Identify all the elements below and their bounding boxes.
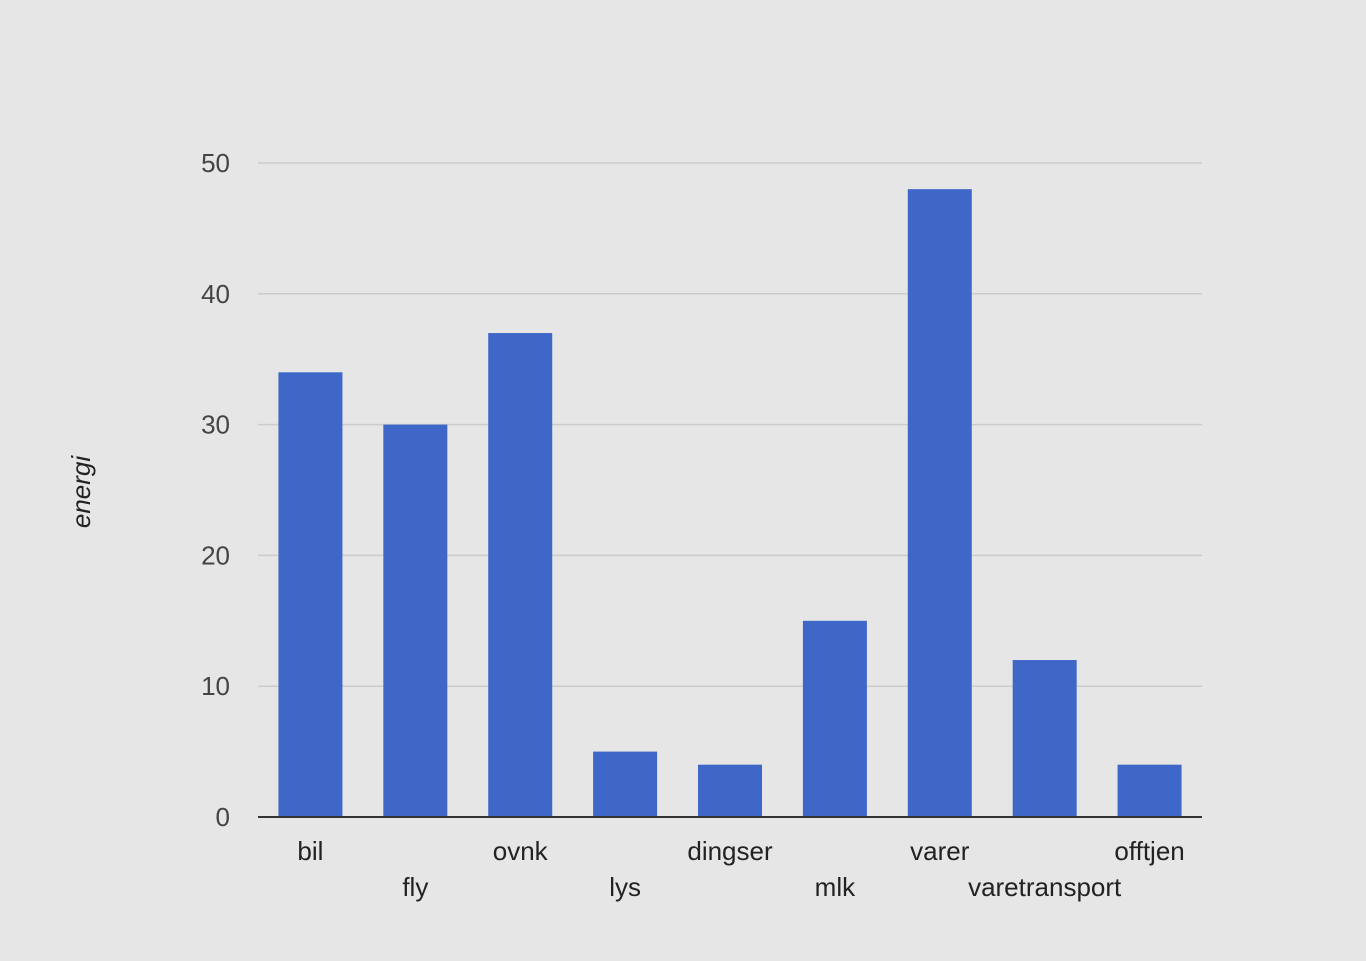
x-tick-label: dingser (687, 836, 773, 866)
x-tick-label: ovnk (493, 836, 549, 866)
bar-fly[interactable] (383, 424, 448, 817)
y-tick-label: 30 (201, 410, 230, 440)
x-tick-label: varer (910, 836, 970, 866)
y-axis-title: energi (66, 455, 96, 528)
bar-ovnk[interactable] (488, 333, 553, 817)
y-tick-label: 10 (201, 671, 230, 701)
y-tick-label: 20 (201, 540, 230, 570)
bar-offtjen[interactable] (1117, 764, 1182, 817)
x-tick-label: lys (609, 872, 641, 902)
y-axis-ticks: 0 10 20 30 40 50 (201, 148, 230, 832)
bar-mlk[interactable] (802, 620, 867, 817)
x-tick-label: offtjen (1114, 836, 1184, 866)
x-tick-label: varetransport (968, 872, 1122, 902)
bar-varer[interactable] (907, 189, 972, 817)
x-tick-label: mlk (815, 872, 856, 902)
x-tick-label: bil (297, 836, 323, 866)
bar-bil[interactable] (278, 372, 343, 817)
y-tick-label: 0 (216, 802, 230, 832)
bar-varetransport[interactable] (1012, 660, 1077, 817)
bars (278, 189, 1182, 817)
y-tick-label: 50 (201, 148, 230, 178)
x-axis-labels: bil fly ovnk lys dingser mlk varer varetranspor… (297, 836, 1184, 902)
y-tick-label: 40 (201, 279, 230, 309)
bar-lys[interactable] (593, 751, 658, 817)
bar-dingser[interactable] (698, 764, 762, 817)
x-tick-label: fly (402, 872, 428, 902)
